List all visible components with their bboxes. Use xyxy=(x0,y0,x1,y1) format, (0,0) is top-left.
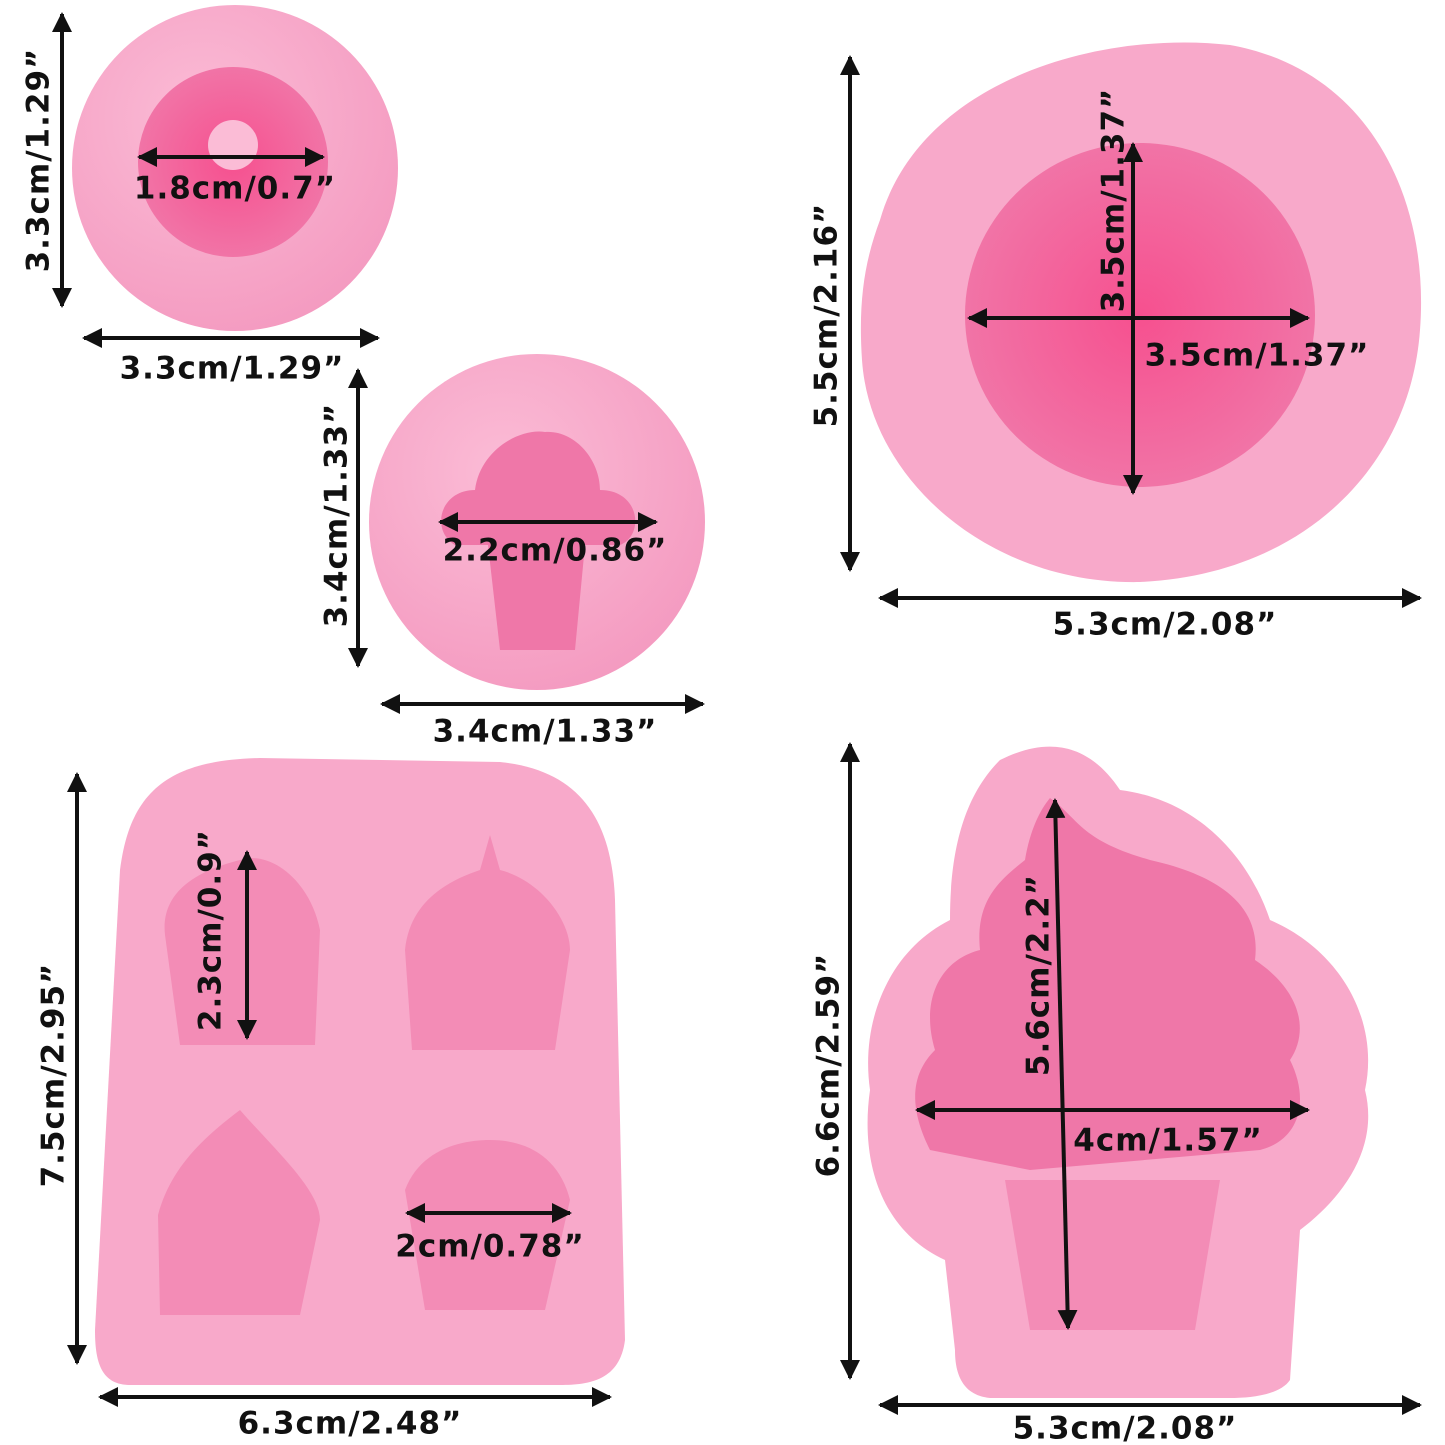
inner-width-label: 2cm/0.78” xyxy=(395,1229,584,1265)
inner-height-label: 5.6cm/2.2” xyxy=(1021,874,1057,1076)
cavity xyxy=(158,1110,320,1315)
cavity xyxy=(405,835,570,1050)
height-label: 3.3cm/1.29” xyxy=(21,48,57,273)
ice-cream-mold: 6.6cm/2.59” 5.3cm/2.08” 5.6cm/2.2” 4cm/1… xyxy=(811,742,1422,1445)
hole xyxy=(208,120,258,170)
width-label: 3.3cm/1.29” xyxy=(120,351,345,387)
large-round-mold: 5.5cm/2.16” 5.3cm/2.08” 3.5cm/1.37” 3.5c… xyxy=(809,42,1422,643)
cavity xyxy=(164,858,320,1045)
height-label: 5.5cm/2.16” xyxy=(809,203,845,428)
four-cupcake-mold: 7.5cm/2.95” 6.3cm/2.48” 2.3cm/0.9” 2cm/0… xyxy=(36,758,625,1442)
height-label: 7.5cm/2.95” xyxy=(36,963,72,1188)
cavity xyxy=(915,798,1300,1170)
width-label: 5.3cm/2.08” xyxy=(1013,1411,1238,1445)
height-label: 3.4cm/1.33” xyxy=(319,403,355,628)
donut-mold: 3.3cm/1.29” 3.3cm/1.29” 1.8cm/0.7” xyxy=(21,5,398,387)
cavity xyxy=(965,143,1315,487)
width-label: 5.3cm/2.08” xyxy=(1053,607,1278,643)
width-label: 6.3cm/2.48” xyxy=(238,1406,463,1442)
height-label: 6.6cm/2.59” xyxy=(811,953,847,1178)
inner-width-label: 4cm/1.57” xyxy=(1073,1123,1262,1159)
cupcake-round-mold: 3.4cm/1.33” 3.4cm/1.33” 2.2cm/0.86” xyxy=(319,354,705,750)
inner-height-label: 3.5cm/1.37” xyxy=(1096,88,1132,313)
inner-width-label: 2.2cm/0.86” xyxy=(443,533,668,569)
inner-height-arrow xyxy=(1045,798,1078,1330)
cavity xyxy=(441,431,636,650)
inner-height-label: 2.3cm/0.9” xyxy=(193,829,229,1031)
inner-width-label: 1.8cm/0.7” xyxy=(134,171,336,207)
width-label: 3.4cm/1.33” xyxy=(433,714,658,750)
cone-cavity xyxy=(1005,1180,1220,1330)
inner-width-label: 3.5cm/1.37” xyxy=(1145,338,1370,374)
cavity xyxy=(405,1140,570,1310)
